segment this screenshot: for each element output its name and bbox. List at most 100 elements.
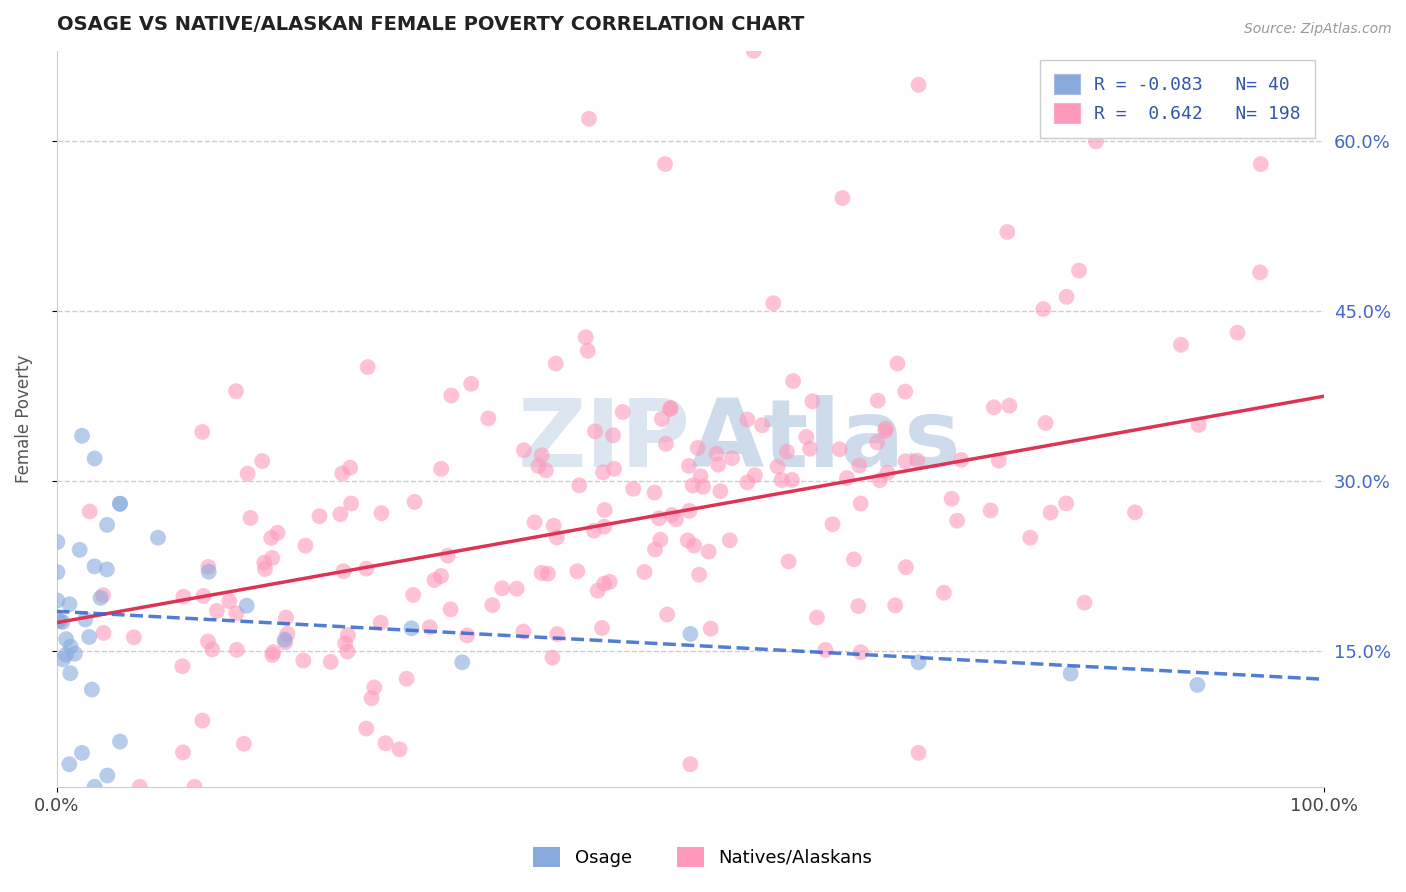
Point [875, 421, 897, 435]
Point [69, 542, 91, 557]
Point [330, 467, 353, 481]
Point [848, 458, 870, 473]
Point [83, 451, 105, 466]
Point [875, 424, 897, 438]
Point [527, 458, 550, 473]
Point [96, 517, 118, 532]
Point [122, 630, 145, 644]
Point [599, 574, 621, 589]
Point [235, 599, 257, 613]
Point [1288, 78, 1310, 92]
Point [477, 411, 499, 425]
Point [46, 535, 69, 549]
Point [340, 496, 363, 510]
Point [1073, 596, 1095, 610]
Point [1226, 326, 1249, 340]
Point [568, 478, 591, 492]
Point [201, 642, 224, 657]
Point [329, 507, 352, 521]
Point [308, 509, 330, 524]
Point [932, 585, 955, 599]
Point [778, 554, 800, 568]
Text: ZIP: ZIP [517, 395, 690, 487]
Point [980, 503, 1002, 517]
Point [236, 467, 259, 481]
Point [821, 517, 844, 532]
Point [336, 644, 359, 658]
Point [335, 636, 357, 650]
Point [679, 627, 702, 641]
Y-axis label: Female Poverty: Female Poverty [15, 355, 32, 483]
Point [46, 593, 69, 607]
Point [1059, 666, 1081, 681]
Point [801, 394, 824, 409]
Point [544, 357, 567, 371]
Point [586, 583, 609, 598]
Point [692, 480, 714, 494]
Point [108, 497, 131, 511]
Point [686, 441, 709, 455]
Point [481, 598, 503, 612]
Point [907, 78, 929, 92]
Point [721, 451, 744, 466]
Point [440, 388, 463, 402]
Point [218, 594, 240, 608]
Point [80, 682, 103, 697]
Point [683, 539, 706, 553]
Point [828, 442, 851, 457]
Point [436, 549, 458, 563]
Point [907, 746, 929, 760]
Point [842, 552, 865, 566]
Point [835, 471, 858, 485]
Point [1039, 506, 1062, 520]
Point [356, 562, 378, 576]
Point [583, 425, 606, 439]
Point [869, 473, 891, 487]
Point [93, 626, 115, 640]
Point [58, 597, 80, 611]
Point [402, 588, 425, 602]
Text: Source: ZipAtlas.com: Source: ZipAtlas.com [1244, 22, 1392, 37]
Point [456, 628, 478, 642]
Text: Atlas: Atlas [690, 395, 960, 487]
Point [1035, 416, 1057, 430]
Point [583, 524, 606, 538]
Point [987, 453, 1010, 467]
Point [52, 652, 75, 666]
Point [294, 539, 316, 553]
Point [523, 516, 546, 530]
Point [766, 459, 789, 474]
Point [689, 469, 711, 483]
Point [262, 648, 284, 662]
Point [1067, 263, 1090, 277]
Point [679, 757, 702, 772]
Point [699, 622, 721, 636]
Point [356, 722, 378, 736]
Point [676, 533, 699, 548]
Point [46, 613, 69, 627]
Point [225, 384, 247, 398]
Point [319, 655, 342, 669]
Point [172, 590, 194, 604]
Point [70, 746, 93, 760]
Point [744, 468, 766, 483]
Point [546, 531, 568, 545]
Point [592, 465, 614, 479]
Point [225, 642, 247, 657]
Point [849, 645, 872, 659]
Point [370, 506, 392, 520]
Point [332, 564, 354, 578]
Point [360, 691, 382, 706]
Point [266, 525, 288, 540]
Point [252, 454, 274, 468]
Point [530, 566, 553, 580]
Point [907, 655, 929, 669]
Point [79, 504, 101, 518]
Point [505, 582, 527, 596]
Point [439, 602, 461, 616]
Point [172, 746, 194, 760]
Point [633, 565, 655, 579]
Point [96, 562, 118, 576]
Point [419, 620, 441, 634]
Point [831, 191, 853, 205]
